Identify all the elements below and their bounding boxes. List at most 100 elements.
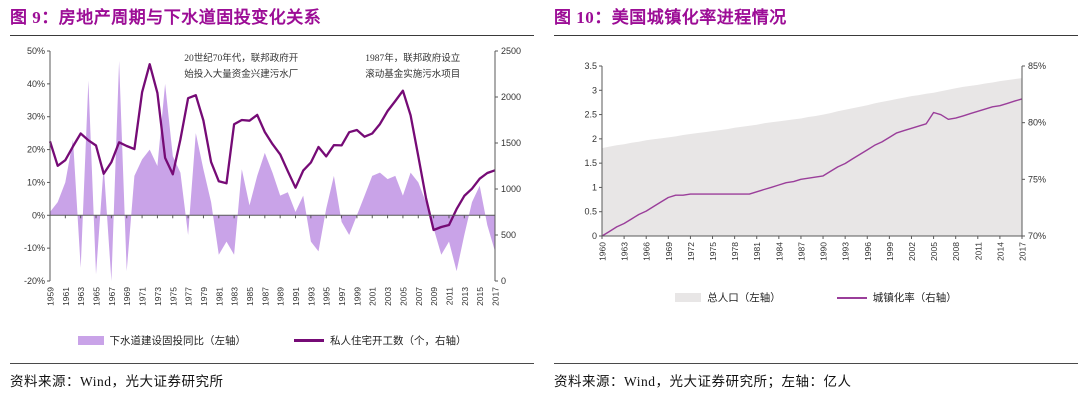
legend-item-total-population: 总人口（左轴） [675, 290, 781, 305]
svg-text:80%: 80% [1028, 118, 1046, 128]
figure-9-source-rule [10, 363, 534, 364]
svg-text:0%: 0% [32, 210, 45, 220]
svg-text:1500: 1500 [501, 138, 521, 148]
figure-10: 图 10：美国城镇化率进程情况 3.5 3 2.5 2 1.5 1 0.5 0 85% 80% 75… [544, 0, 1088, 402]
svg-text:30%: 30% [27, 112, 45, 122]
svg-text:1971: 1971 [138, 287, 148, 306]
svg-text:1993: 1993 [841, 242, 851, 261]
figure-9-title: 图 9：房地产周期与下水道固投变化关系 [10, 8, 322, 27]
figure-10-title: 图 10：美国城镇化率进程情况 [554, 8, 787, 27]
svg-text:1995: 1995 [322, 287, 332, 306]
svg-text:20%: 20% [27, 145, 45, 155]
svg-text:滚动基金实施污水项目: 滚动基金实施污水项目 [365, 68, 460, 80]
svg-text:1985: 1985 [245, 287, 255, 306]
svg-text:2000: 2000 [501, 92, 521, 102]
figure-10-legend: 总人口（左轴） 城镇化率（右轴） [554, 290, 1078, 305]
svg-text:1991: 1991 [291, 287, 301, 306]
housing-starts-line-swatch [294, 339, 324, 342]
legend-label-urbanization-rate: 城镇化率（右轴） [872, 293, 957, 304]
svg-text:2013: 2013 [460, 287, 470, 306]
svg-text:2011: 2011 [445, 287, 455, 306]
figure-9-legend: 下水道建设固投同比（左轴） 私人住宅开工数（个，右轴） [10, 333, 534, 348]
svg-text:1961: 1961 [61, 287, 71, 306]
svg-text:1972: 1972 [686, 242, 696, 261]
urbanization-rate-line-swatch [836, 296, 867, 299]
svg-text:10%: 10% [27, 177, 45, 187]
svg-text:0.5: 0.5 [584, 207, 597, 217]
svg-text:85%: 85% [1028, 61, 1046, 71]
legend-label-housing-starts: 私人住宅开工数（个，右轴） [330, 336, 467, 347]
svg-text:1978: 1978 [730, 242, 740, 261]
svg-text:1963: 1963 [76, 287, 86, 306]
svg-text:2: 2 [592, 134, 597, 144]
legend-item-urbanization-rate: 城镇化率（右轴） [836, 290, 957, 305]
svg-text:40%: 40% [27, 79, 45, 89]
svg-text:1965: 1965 [92, 287, 102, 306]
svg-text:2005: 2005 [398, 287, 408, 306]
svg-text:1967: 1967 [107, 287, 117, 306]
legend-label-total-population: 总人口（左轴） [707, 293, 781, 304]
svg-text:1989: 1989 [276, 287, 286, 306]
svg-text:0: 0 [592, 231, 597, 241]
svg-text:2007: 2007 [414, 287, 424, 306]
svg-text:50%: 50% [27, 46, 45, 56]
svg-text:2015: 2015 [475, 287, 485, 306]
svg-text:1966: 1966 [642, 242, 652, 261]
svg-text:1960: 1960 [598, 242, 608, 261]
svg-text:1984: 1984 [774, 242, 784, 261]
svg-text:70%: 70% [1028, 231, 1046, 241]
svg-text:1969: 1969 [664, 242, 674, 261]
svg-text:1999: 1999 [352, 287, 362, 306]
svg-text:始投入大量资金兴建污水厂: 始投入大量资金兴建污水厂 [184, 68, 298, 80]
sewer-investment-housing-starts-chart: 50% 40% 30% 20% 10% 0% -10% -20% 2500 2000 1500 100… [24, 46, 521, 306]
svg-text:1987年，联邦政府设立: 1987年，联邦政府设立 [365, 52, 460, 64]
svg-text:2011: 2011 [973, 242, 983, 261]
svg-text:1990: 1990 [819, 242, 829, 261]
legend-label-sewer-investment: 下水道建设固投同比（左轴） [109, 336, 247, 347]
svg-text:75%: 75% [1028, 174, 1046, 184]
svg-text:1981: 1981 [752, 242, 762, 261]
us-urbanization-chart: 3.5 3 2.5 2 1.5 1 0.5 0 85% 80% 75% 70% 1960 1963 1966… [584, 61, 1046, 261]
svg-text:1000: 1000 [501, 184, 521, 194]
svg-text:2008: 2008 [951, 242, 961, 261]
figure-10-source-rule [554, 363, 1078, 364]
svg-text:1975: 1975 [708, 242, 718, 261]
svg-text:1977: 1977 [184, 287, 194, 306]
total-population-area-swatch [675, 293, 702, 302]
svg-text:-10%: -10% [24, 243, 45, 253]
svg-text:1975: 1975 [168, 287, 178, 306]
svg-text:1983: 1983 [230, 287, 240, 306]
svg-text:1987: 1987 [260, 287, 270, 306]
svg-text:2014: 2014 [995, 242, 1005, 261]
svg-text:1979: 1979 [199, 287, 209, 306]
svg-text:1993: 1993 [306, 287, 316, 306]
svg-text:2001: 2001 [368, 287, 378, 306]
svg-text:1963: 1963 [620, 242, 630, 261]
svg-text:2017: 2017 [1018, 242, 1028, 261]
svg-text:2005: 2005 [929, 242, 939, 261]
figure-10-source: 资料来源：Wind，光大证券研究所；左轴：亿人 [554, 374, 852, 389]
svg-text:1997: 1997 [337, 287, 347, 306]
svg-text:2.5: 2.5 [584, 110, 597, 120]
figure-9-source: 资料来源：Wind，光大证券研究所 [10, 374, 224, 389]
legend-item-sewer-investment: 下水道建设固投同比（左轴） [77, 333, 247, 348]
svg-text:2009: 2009 [429, 287, 439, 306]
svg-text:1969: 1969 [122, 287, 132, 306]
figure-9: 图 9：房地产周期与下水道固投变化关系 50% 40% 30% 20% 10% 0% -10… [10, 8, 534, 389]
svg-text:0: 0 [501, 276, 506, 286]
figure-9-title-rule [10, 35, 534, 36]
svg-text:1987: 1987 [796, 242, 806, 261]
svg-text:3: 3 [592, 85, 597, 95]
svg-text:1.5: 1.5 [584, 158, 597, 168]
svg-text:1999: 1999 [885, 242, 895, 261]
figure-10-title-rule [554, 35, 1078, 36]
legend-item-housing-starts: 私人住宅开工数（个，右轴） [294, 333, 467, 348]
svg-text:500: 500 [501, 230, 516, 240]
svg-text:1973: 1973 [153, 287, 163, 306]
svg-text:2002: 2002 [907, 242, 917, 261]
svg-text:2500: 2500 [501, 46, 521, 56]
svg-text:1959: 1959 [46, 287, 56, 306]
sewer-investment-area-swatch [77, 336, 104, 345]
svg-text:2003: 2003 [383, 287, 393, 306]
